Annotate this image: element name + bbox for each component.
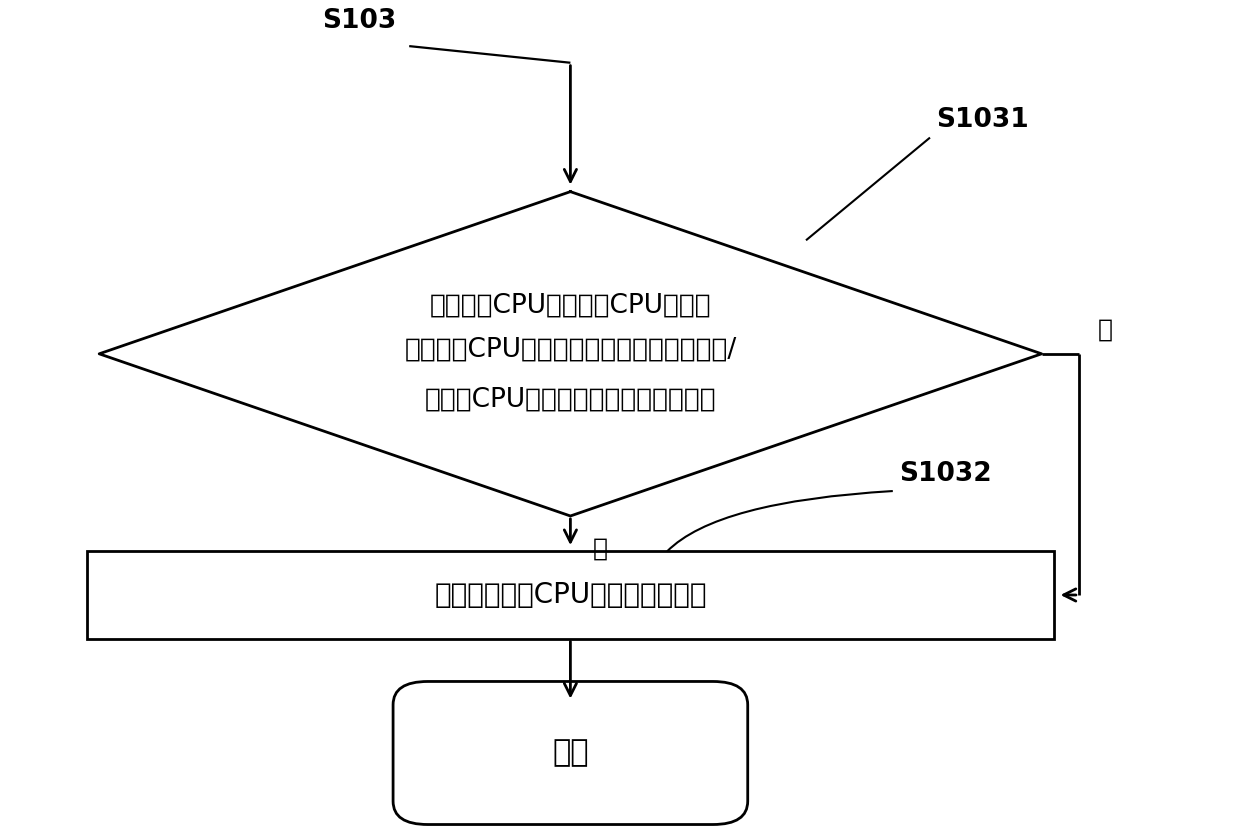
Text: 是: 是 (1097, 317, 1112, 341)
Text: 或第二CPU核的程序运行状态是否有效: 或第二CPU核的程序运行状态是否有效 (424, 387, 717, 413)
Text: S1032: S1032 (899, 461, 992, 487)
Text: 重启所述多核CPU所处的硬件环境: 重启所述多核CPU所处的硬件环境 (434, 581, 707, 609)
Text: 结束: 结束 (552, 739, 589, 767)
Text: S103: S103 (322, 7, 397, 33)
Text: 通过多核CPU中的第三CPU核判断: 通过多核CPU中的第三CPU核判断 (429, 293, 712, 319)
Text: 所述多核CPU所处的硬件环境的工作状态和/: 所述多核CPU所处的硬件环境的工作状态和/ (404, 337, 737, 363)
Text: S1031: S1031 (936, 107, 1029, 133)
FancyBboxPatch shape (87, 552, 1054, 639)
FancyBboxPatch shape (393, 681, 748, 825)
Text: 否: 否 (593, 537, 608, 561)
